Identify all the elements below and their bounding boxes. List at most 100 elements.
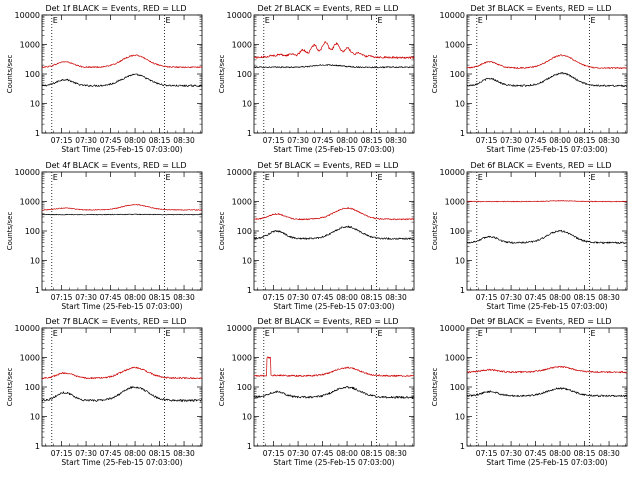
x-axis-label: Start Time (25-Feb-15 07:03:00)	[61, 145, 182, 154]
x-axis-label: Start Time (25-Feb-15 07:03:00)	[486, 302, 607, 311]
y-tick-label: 10	[455, 257, 465, 266]
y-tick-label: 10	[30, 100, 40, 109]
y-tick-label: 10	[455, 100, 465, 109]
x-tick-label: 08:15	[361, 293, 383, 302]
plot-frame	[466, 171, 628, 291]
y-axis-label: Counts/sec	[431, 368, 439, 407]
x-tick-label: 07:45	[525, 449, 547, 458]
x-tick-label: 08:00	[336, 449, 358, 458]
panel-title: Det 5f BLACK = Events, RED = LLD	[257, 161, 398, 170]
y-axis-label: Counts/sec	[431, 55, 439, 94]
y-tick-label: 100	[450, 70, 465, 79]
series-events-line	[41, 213, 203, 216]
y-tick-label: 100	[237, 383, 252, 392]
x-tick-label: 07:30	[500, 293, 522, 302]
y-tick-label: 100	[450, 383, 465, 392]
panel-title: Det 8f BLACK = Events, RED = LLD	[257, 317, 398, 326]
series-lld-line	[253, 41, 415, 59]
panel-title: Det 1f BLACK = Events, RED = LLD	[45, 4, 186, 13]
y-tick-label: 100	[25, 70, 40, 79]
y-tick-label: 10000	[15, 324, 40, 333]
x-tick-label: 07:45	[100, 293, 122, 302]
x-tick-label: 08:15	[574, 449, 596, 458]
y-tick-label: 10000	[15, 168, 40, 177]
x-tick-label: 07:15	[476, 136, 498, 145]
x-tick-label: 08:30	[385, 293, 407, 302]
x-tick-label: 07:15	[263, 449, 285, 458]
y-tick-label: 1	[35, 286, 40, 295]
y-tick-label: 10000	[440, 324, 465, 333]
y-tick-label: 10000	[227, 168, 252, 177]
x-tick-label: 07:45	[525, 136, 547, 145]
x-tick-label: 08:00	[549, 136, 571, 145]
y-tick-label: 1000	[232, 354, 252, 363]
x-tick-label: 08:30	[598, 136, 620, 145]
x-tick-label: 08:00	[336, 136, 358, 145]
x-tick-label: 08:00	[124, 136, 146, 145]
series-lld-line	[466, 365, 628, 374]
y-tick-label: 1	[247, 442, 252, 451]
x-tick-label: 07:15	[51, 136, 73, 145]
event-marker-label: E	[165, 173, 170, 182]
x-tick-label: 07:15	[263, 136, 285, 145]
x-axis-label: Start Time (25-Feb-15 07:03:00)	[273, 458, 394, 467]
y-axis-label: Counts/sec	[6, 212, 14, 251]
x-tick-label: 07:30	[75, 293, 97, 302]
detector-panel-6: Det 6f BLACK = Events, RED = LLD 1 10 100 10…	[431, 161, 628, 311]
y-tick-label: 1000	[20, 198, 40, 207]
x-tick-label: 08:15	[149, 293, 171, 302]
event-marker-label: E	[53, 173, 58, 182]
x-tick-label: 08:00	[549, 293, 571, 302]
x-tick-label: 07:45	[312, 293, 334, 302]
x-tick-label: 07:15	[51, 293, 73, 302]
series-events-line	[466, 72, 628, 87]
event-marker-label: E	[53, 329, 58, 338]
x-tick-label: 07:45	[100, 136, 122, 145]
y-tick-label: 1000	[445, 354, 465, 363]
y-axis-label: Counts/sec	[6, 368, 14, 407]
panel-title: Det 7f BLACK = Events, RED = LLD	[45, 317, 186, 326]
event-marker-label: E	[590, 16, 595, 25]
detector-panel-5: Det 5f BLACK = Events, RED = LLD 1 10 100 10…	[218, 161, 415, 311]
event-marker-label: E	[377, 16, 382, 25]
y-tick-label: 1000	[445, 198, 465, 207]
y-tick-label: 100	[237, 70, 252, 79]
series-lld-line	[466, 54, 628, 69]
x-tick-label: 08:30	[173, 293, 195, 302]
series-events-line	[466, 387, 628, 398]
x-tick-label: 07:45	[312, 136, 334, 145]
series-events-line	[41, 386, 203, 402]
x-axis-label: Start Time (25-Feb-15 07:03:00)	[61, 458, 182, 467]
y-tick-label: 10	[242, 100, 252, 109]
y-axis-label: Counts/sec	[431, 212, 439, 251]
detector-panel-1: Det 1f BLACK = Events, RED = LLD 1 10 100 10…	[6, 4, 203, 154]
y-tick-label: 10000	[440, 11, 465, 20]
x-tick-label: 07:30	[75, 449, 97, 458]
x-axis-label: Start Time (25-Feb-15 07:03:00)	[273, 302, 394, 311]
event-marker-label: E	[590, 329, 595, 338]
series-events-line	[466, 229, 628, 244]
event-marker-label: E	[165, 16, 170, 25]
x-tick-label: 08:30	[173, 136, 195, 145]
event-marker-label: E	[265, 173, 270, 182]
x-tick-label: 08:30	[598, 293, 620, 302]
x-tick-label: 07:45	[525, 293, 547, 302]
x-tick-label: 08:30	[598, 449, 620, 458]
event-marker-label: E	[265, 16, 270, 25]
x-tick-label: 08:15	[149, 449, 171, 458]
event-marker-label: E	[165, 329, 170, 338]
y-tick-label: 1000	[232, 41, 252, 50]
x-tick-label: 07:45	[312, 449, 334, 458]
series-lld-line	[253, 207, 415, 221]
panel-title: Det 2f BLACK = Events, RED = LLD	[257, 4, 398, 13]
event-marker-label: E	[377, 173, 382, 182]
x-tick-label: 07:30	[75, 136, 97, 145]
y-tick-label: 10	[455, 413, 465, 422]
x-axis-label: Start Time (25-Feb-15 07:03:00)	[61, 302, 182, 311]
x-tick-label: 08:00	[549, 449, 571, 458]
plot-frame	[41, 171, 203, 291]
plot-frame	[466, 14, 628, 134]
plot-frame	[253, 171, 415, 291]
y-tick-label: 1	[35, 442, 40, 451]
